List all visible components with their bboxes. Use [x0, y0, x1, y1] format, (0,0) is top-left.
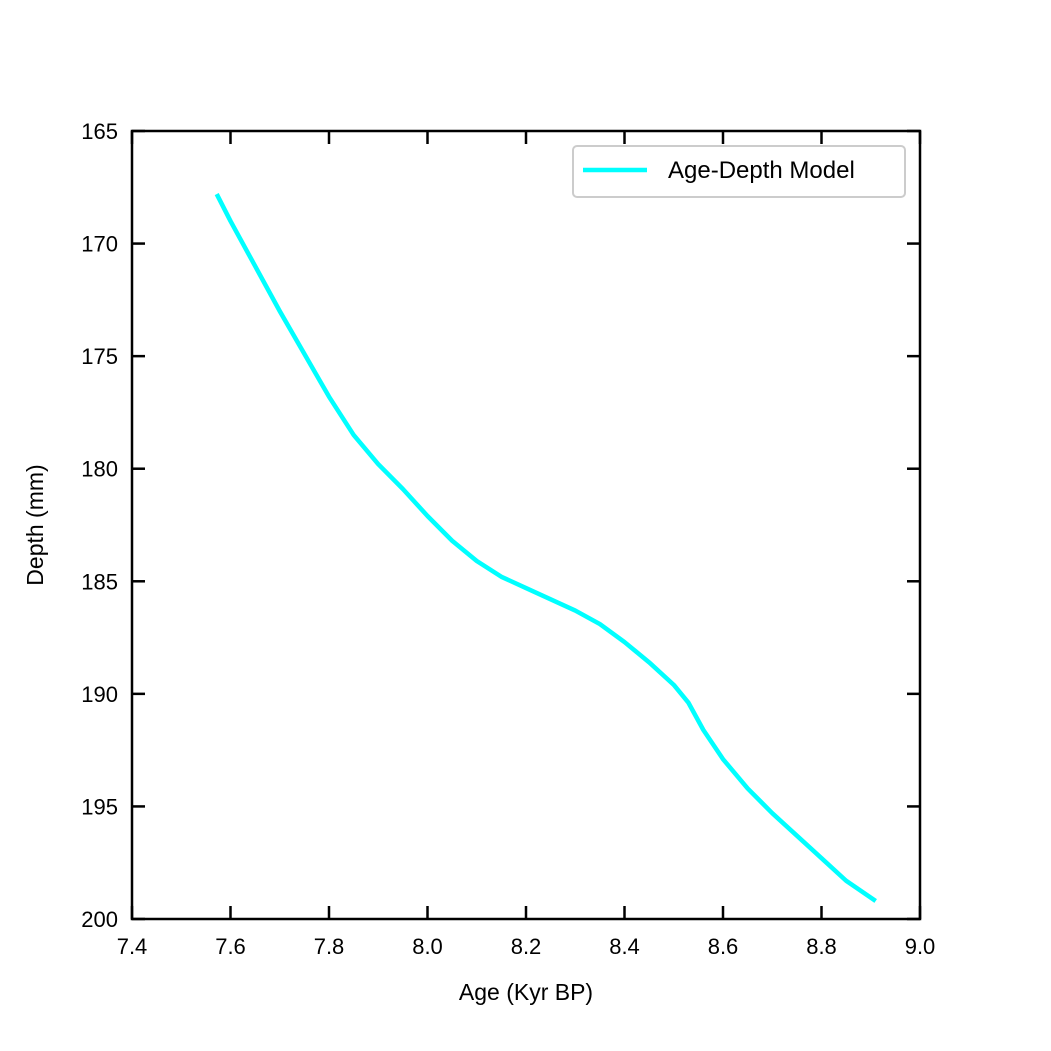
x-tick-label: 9.0 [905, 934, 936, 959]
x-tick-label: 7.8 [314, 934, 345, 959]
series-layer [214, 193, 877, 903]
y-tick-label: 195 [81, 794, 118, 819]
plot-frame [130, 129, 922, 921]
x-tick-label: 7.4 [117, 934, 148, 959]
x-axis-label: Age (Kyr BP) [459, 979, 593, 1005]
x-tick-label: 8.4 [609, 934, 640, 959]
x-tick-label: 8.8 [806, 934, 837, 959]
x-tick-label: 8.2 [511, 934, 542, 959]
y-tick-label: 165 [81, 119, 118, 144]
x-tick-labels: 7.4 7.6 7.8 8.0 8.2 8.4 8.6 8.8 9.0 [117, 934, 936, 959]
y-tick-label: 190 [81, 682, 118, 707]
y-tick-label: 170 [81, 232, 118, 257]
x-tick-label: 7.6 [215, 934, 246, 959]
y-tick-label: 175 [81, 344, 118, 369]
legend-box [572, 145, 906, 198]
y-tick-label: 200 [81, 907, 118, 932]
x-tick-label: 8.6 [708, 934, 739, 959]
y-tick-label: 185 [81, 569, 118, 594]
y-tick-label: 180 [81, 457, 118, 482]
series-line-age-depth-model [214, 193, 877, 903]
legend: Age-Depth Model [572, 145, 906, 198]
x-tick-label: 8.0 [412, 934, 443, 959]
y-axis-label: Depth (mm) [22, 464, 48, 585]
legend-label: Age-Depth Model [668, 157, 855, 184]
y-tick-labels: 165 170 175 180 185 190 195 200 [81, 119, 118, 932]
